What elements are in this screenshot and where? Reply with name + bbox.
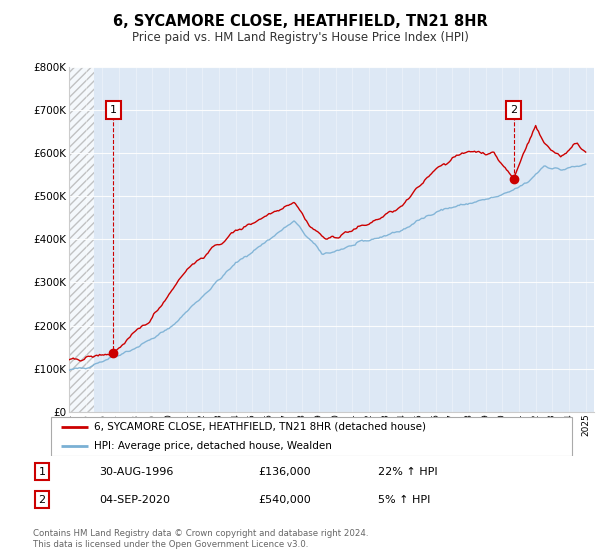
Bar bbox=[69, 67, 94, 412]
Text: 5% ↑ HPI: 5% ↑ HPI bbox=[378, 494, 430, 505]
Text: 04-SEP-2020: 04-SEP-2020 bbox=[99, 494, 170, 505]
Text: £136,000: £136,000 bbox=[258, 466, 311, 477]
Text: 1: 1 bbox=[110, 105, 117, 115]
Text: Contains HM Land Registry data © Crown copyright and database right 2024.
This d: Contains HM Land Registry data © Crown c… bbox=[33, 529, 368, 549]
FancyBboxPatch shape bbox=[50, 417, 572, 456]
Text: Price paid vs. HM Land Registry's House Price Index (HPI): Price paid vs. HM Land Registry's House … bbox=[131, 31, 469, 44]
Text: 22% ↑ HPI: 22% ↑ HPI bbox=[378, 466, 437, 477]
Text: 6, SYCAMORE CLOSE, HEATHFIELD, TN21 8HR: 6, SYCAMORE CLOSE, HEATHFIELD, TN21 8HR bbox=[113, 14, 487, 29]
Text: 2: 2 bbox=[38, 494, 46, 505]
Text: £540,000: £540,000 bbox=[258, 494, 311, 505]
Text: HPI: Average price, detached house, Wealden: HPI: Average price, detached house, Weal… bbox=[94, 441, 332, 450]
Text: 30-AUG-1996: 30-AUG-1996 bbox=[99, 466, 173, 477]
Text: 6, SYCAMORE CLOSE, HEATHFIELD, TN21 8HR (detached house): 6, SYCAMORE CLOSE, HEATHFIELD, TN21 8HR … bbox=[94, 422, 427, 432]
Text: 2: 2 bbox=[510, 105, 517, 115]
Text: 1: 1 bbox=[38, 466, 46, 477]
